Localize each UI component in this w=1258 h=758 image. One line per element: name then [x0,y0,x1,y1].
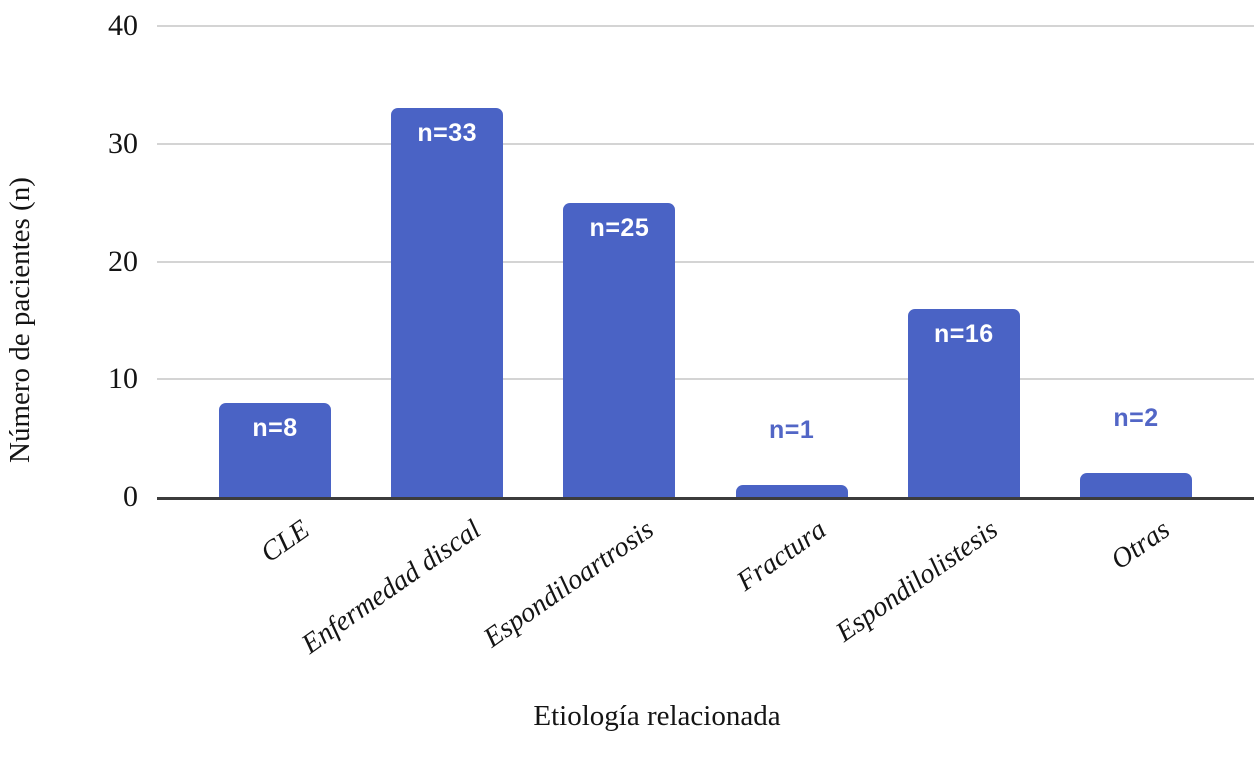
x-category-label-Enfermedad discal: Enfermedad discal [296,514,487,661]
x-category-label-CLE: CLE [254,514,315,569]
bar-value-label-Espondilolistesis: n=16 [933,319,994,348]
gridline-30 [157,142,1254,145]
bar-value-label-Espondiloartrosis: n=25 [589,213,650,242]
x-category-label-Espondiloartrosis: Espondiloartrosis [477,514,660,654]
y-tick-label-10: 10 [108,362,138,396]
bar-value-label-Enfermedad discal: n=33 [417,119,478,148]
plot-area: n=8 n=33 n=25 n=1 n=16 n=2 [157,25,1254,500]
bar-Espondiloartrosis [563,202,676,497]
bar-Enfermedad discal [391,108,504,497]
gridline-20 [157,260,1254,263]
y-tick-label-30: 30 [108,126,138,160]
bar-value-label-CLE: n=8 [252,413,298,442]
bar-Otras [1080,473,1192,497]
x-category-label-Otras: Otras [1105,514,1176,576]
x-category-label-Fractura: Fractura [730,514,832,598]
y-tick-label-0: 0 [123,480,138,513]
y-tick-label-40: 40 [108,9,138,42]
bar-value-label-Fractura: n=1 [768,416,815,445]
y-axis-title: Número de pacientes (n) [4,177,36,463]
gridline-10 [157,378,1254,381]
y-tick-label-20: 20 [108,244,138,278]
bar-CLE [219,402,331,497]
x-axis-title: Etiología relacionada [533,700,781,732]
bar-Fractura [735,485,848,497]
bar-value-label-Otras: n=2 [1113,404,1159,433]
bar-Espondilolistesis [907,308,1020,497]
x-category-label-Espondilolistesis: Espondilolistesis [830,514,1004,649]
gridline-40 [157,25,1254,27]
